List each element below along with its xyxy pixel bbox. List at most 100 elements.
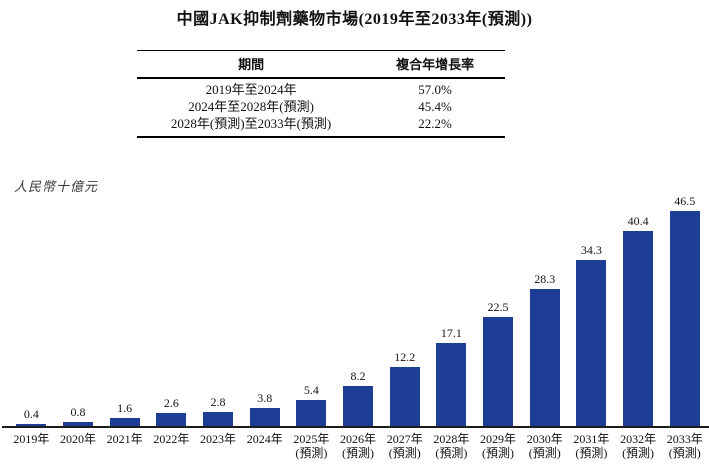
forecast-label: (預測) [388,446,421,460]
bar-plot-slot: 2.6 [156,194,187,426]
table-row: 2028年(預測)至2033年(預測) 22.2% [137,115,505,132]
bar-group: 34.3 2031年 (預測) [568,194,615,460]
x-axis-label: 2020年 [60,432,97,446]
bar-value-label: 28.3 [534,272,556,286]
x-axis-label: 2028年 (預測) [433,432,470,460]
table-row: 2019年至2024年 57.0% [137,81,505,98]
forecast-label: (預測) [342,446,375,460]
bar-plot-slot: 28.3 [529,194,560,426]
bar-plot-slot: 3.8 [249,194,280,426]
bar-plot-slot: 22.5 [483,194,514,426]
bar [63,422,93,426]
bar-chart: 0.4 2019年 0.8 2020年 1.6 2021年 2.6 2022年 2.8 2023年… [2,194,709,460]
bar-group: 0.8 2020年 [55,194,102,460]
x-axis-label: 2024年 [246,432,283,446]
x-axis-label: 2021年 [106,432,143,446]
bar-value-label: 22.5 [487,300,509,314]
bar-plot-slot: 2.8 [203,194,234,426]
x-axis-label: 2033年 (預測) [666,432,703,460]
bar-plot-slot: 8.2 [343,194,374,426]
bar-group: 5.4 2025年 (預測) [288,194,335,460]
bar-group: 17.1 2028年 (預測) [428,194,475,460]
bar [669,211,700,426]
x-axis-label: 2022年 [153,432,190,446]
bar [249,408,280,426]
bar-value-label: 0.4 [23,407,39,421]
x-axis-label: 2030年 (預測) [526,432,563,460]
bar-value-label: 2.6 [163,396,179,410]
period-cell: 2024年至2028年(預測) [188,99,314,114]
bar-group: 1.6 2021年 [101,194,148,460]
cagr-table-header-row: 期間 複合年增長率 [137,50,505,79]
bar-plot-slot: 46.5 [669,194,700,426]
bar [296,400,327,426]
bar [343,386,374,426]
bar [529,289,560,426]
bar-value-label: 40.4 [627,214,649,228]
bar-plot-slot: 1.6 [109,194,140,426]
cagr-table: 期間 複合年增長率 2019年至2024年 57.0% 2024年至2028年(… [137,50,505,138]
x-axis-label: 2032年 (預測) [620,432,657,460]
x-axis-label: 2031年 (預測) [573,432,610,460]
bar-group: 28.3 2030年 (預測) [521,194,568,460]
bar-group: 2.6 2022年 [148,194,195,460]
bar [436,343,467,426]
bar [483,317,514,426]
bar-value-label: 5.4 [303,383,319,397]
bar-value-label: 0.8 [70,405,86,419]
bar-value-label: 34.3 [580,243,602,257]
cagr-cell: 57.0% [418,82,452,97]
x-axis-label: 2025年 (預測) [293,432,330,460]
bar-group: 12.2 2027年 (預測) [381,194,428,460]
cagr-table-body: 2019年至2024年 57.0% 2024年至2028年(預測) 45.4% … [137,79,505,138]
bar-group: 46.5 2033年 (預測) [661,194,708,460]
x-axis-label: 2027年 (預測) [386,432,423,460]
table-header-cagr: 複合年增長率 [396,57,475,72]
bar [389,367,420,426]
forecast-label: (預測) [482,446,515,460]
x-axis-label: 2023年 [200,432,237,446]
bar [156,413,187,426]
bar-value-label: 12.2 [394,350,416,364]
forecast-label: (預測) [575,446,608,460]
bar-value-label: 46.5 [674,194,696,208]
bar-plot-slot: 5.4 [296,194,327,426]
page-title: 中國JAK抑制劑藥物市場(2019年至2033年(預測)) [176,11,533,28]
cagr-cell: 45.4% [418,99,452,114]
bar-value-label: 8.2 [350,369,366,383]
forecast-label: (預測) [622,446,655,460]
period-cell: 2028年(預測)至2033年(預測) [170,116,332,131]
bar [109,418,140,426]
forecast-label: (預測) [528,446,561,460]
bar-group: 0.4 2019年 [8,194,55,460]
y-axis-unit-label: 人民幣十億元 [14,179,99,194]
bar-group: 22.5 2029年 (預測) [475,194,522,460]
bar [623,231,654,426]
bar [203,412,234,426]
bar-plot-slot: 40.4 [623,194,654,426]
forecast-label: (預測) [668,446,701,460]
bar-value-label: 3.8 [257,391,273,405]
table-row: 2024年至2028年(預測) 45.4% [137,98,505,115]
x-axis-line [2,426,709,428]
bar-group: 40.4 2032年 (預測) [615,194,662,460]
forecast-label: (預測) [295,446,328,460]
bar-plot-slot: 12.2 [389,194,420,426]
bar [576,260,607,426]
bar-group: 8.2 2026年 (預測) [335,194,382,460]
bar-plot-slot: 0.8 [63,194,93,426]
table-header-period: 期間 [238,57,265,72]
x-axis-label: 2026年 (預測) [340,432,377,460]
x-axis-label: 2019年 [13,432,50,446]
cagr-cell: 22.2% [418,116,452,131]
period-cell: 2019年至2024年 [205,82,297,97]
bar-plot-slot: 34.3 [576,194,607,426]
bar-plot-slot: 17.1 [436,194,467,426]
bar-group: 2.8 2023年 [195,194,242,460]
bar-value-label: 1.6 [117,401,133,415]
bar-value-label: 2.8 [210,395,226,409]
bar [16,424,47,426]
bar-group: 3.8 2024年 [241,194,288,460]
bar-value-label: 17.1 [440,326,462,340]
